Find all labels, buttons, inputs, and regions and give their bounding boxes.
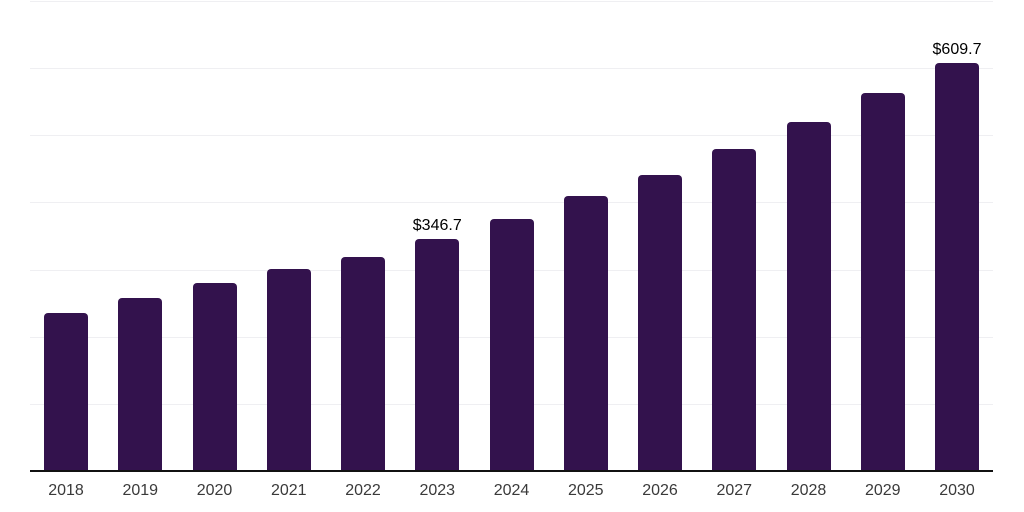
bar-2028 <box>786 121 831 472</box>
bar-column-2025 <box>563 2 608 472</box>
bar-column-2018 <box>44 2 88 472</box>
x-tick-2027: 2027 <box>716 482 753 499</box>
bar-column-2028 <box>786 2 831 472</box>
data-label-2030: $609.7 <box>932 40 982 58</box>
bar-column-2022 <box>341 2 385 472</box>
bar-column-2026 <box>638 2 682 472</box>
bar-column-2027 <box>712 2 757 472</box>
bar-2021 <box>266 269 311 472</box>
bar-column-2024 <box>489 2 534 472</box>
bar-column-2030: $609.7 <box>932 2 982 472</box>
x-tick-2020: 2020 <box>196 482 233 499</box>
x-axis-line <box>30 470 993 472</box>
data-label-2023: $346.7 <box>412 217 462 235</box>
x-tick-2019: 2019 <box>122 482 159 499</box>
bar-2025 <box>563 195 608 472</box>
bar-2020 <box>192 283 237 472</box>
x-tick-2021: 2021 <box>270 482 307 499</box>
bar-2027 <box>712 149 757 472</box>
x-tick-2026: 2026 <box>642 482 678 499</box>
x-tick-2025: 2025 <box>567 482 604 499</box>
gridline-600 <box>30 68 993 70</box>
x-tick-2028: 2028 <box>790 482 827 499</box>
bar-column-2029 <box>860 2 905 472</box>
bars-layer: $346.7 $609.7 <box>30 2 993 472</box>
x-axis-labels: 2018 2019 2020 2021 2022 2023 2024 2025 2026 2027… <box>30 482 993 500</box>
bar-2019 <box>118 298 163 472</box>
bar-column-2021 <box>266 2 311 472</box>
x-tick-2030: 2030 <box>939 482 975 499</box>
bar-column-2020 <box>192 2 237 472</box>
bar-2023 <box>415 239 460 472</box>
x-tick-2024: 2024 <box>493 482 530 499</box>
plot-area: $346.7 $609.7 <box>30 1 993 472</box>
x-tick-2018: 2018 <box>48 482 84 499</box>
bar-column-2023: $346.7 <box>412 2 462 472</box>
bar-2022 <box>341 256 385 472</box>
gridline-400 <box>30 202 993 204</box>
bar-2018 <box>44 312 88 472</box>
bar-2029 <box>860 92 905 472</box>
bar-2024 <box>489 218 534 472</box>
gridline-700 <box>30 1 993 2</box>
x-tick-2023: 2023 <box>419 482 456 499</box>
x-tick-2022: 2022 <box>345 482 381 499</box>
bar-2026 <box>638 174 682 472</box>
gridline-500 <box>30 135 993 137</box>
bar-2030 <box>935 62 979 472</box>
x-tick-2029: 2029 <box>864 482 901 499</box>
bar-column-2019 <box>118 2 163 472</box>
